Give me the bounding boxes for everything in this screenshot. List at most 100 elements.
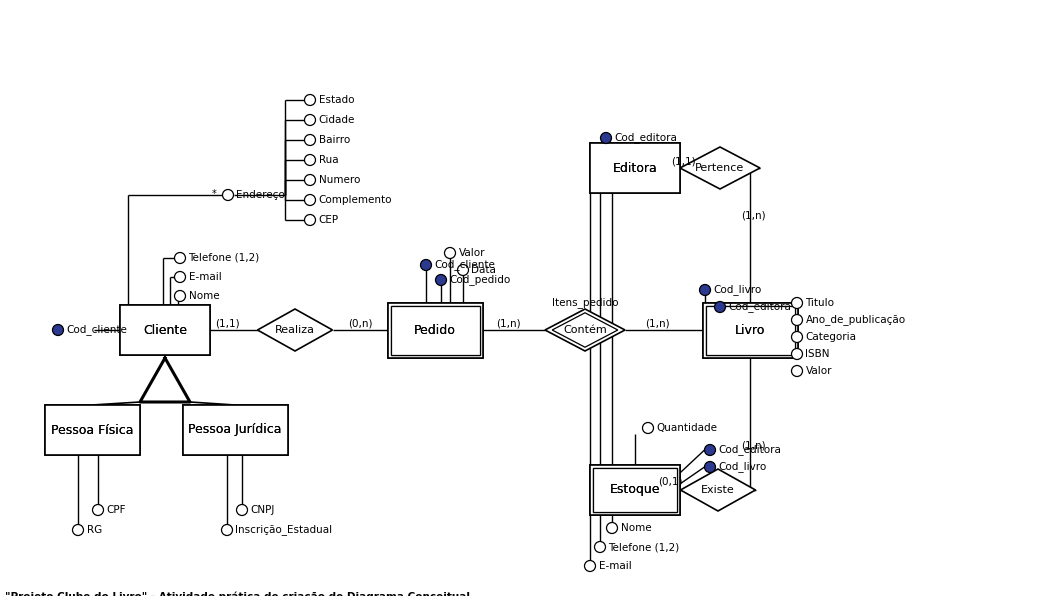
Text: Data: Data (471, 265, 497, 275)
Circle shape (792, 365, 802, 377)
Polygon shape (681, 469, 756, 511)
Text: Nome: Nome (188, 291, 219, 301)
Bar (183, 405, 288, 455)
Text: Pessoa Física: Pessoa Física (51, 424, 133, 436)
Text: Realiza: Realiza (275, 325, 315, 335)
Bar (388, 303, 482, 358)
Text: Telefone (1,2): Telefone (1,2) (609, 542, 680, 552)
Circle shape (594, 542, 606, 552)
Text: Ano_de_publicação: Ano_de_publicação (805, 315, 906, 325)
Bar (44, 405, 140, 455)
Text: (1,n): (1,n) (741, 210, 765, 220)
Circle shape (237, 504, 247, 516)
Text: Cod_editora: Cod_editora (614, 132, 678, 144)
Text: Quantidade: Quantidade (656, 423, 718, 433)
Circle shape (304, 154, 315, 166)
Text: Existe: Existe (701, 485, 735, 495)
Bar (183, 405, 288, 455)
Text: RG: RG (87, 525, 101, 535)
Circle shape (304, 175, 315, 185)
Text: Estado: Estado (318, 95, 354, 105)
Text: Cod_livro: Cod_livro (713, 284, 762, 296)
Text: CEP: CEP (318, 215, 338, 225)
Text: Livro: Livro (735, 324, 765, 337)
Circle shape (174, 290, 185, 302)
Text: E-mail: E-mail (598, 561, 631, 571)
Text: Nome: Nome (620, 523, 651, 533)
Text: Valor: Valor (805, 366, 832, 376)
Text: (1,n): (1,n) (741, 440, 765, 450)
Circle shape (607, 523, 617, 533)
Bar (590, 465, 680, 515)
Text: Editora: Editora (613, 162, 657, 175)
Text: Cliente: Cliente (143, 324, 187, 337)
Text: CPF: CPF (107, 505, 126, 515)
Bar (705, 306, 795, 355)
Circle shape (445, 247, 456, 259)
Text: Cod_pedido: Cod_pedido (449, 275, 511, 285)
Text: Cod_editora: Cod_editora (728, 302, 792, 312)
Text: "Projeto Clube do Livro" - Atividade prática de criação de Diagrama Conceitual: "Projeto Clube do Livro" - Atividade prá… (5, 591, 470, 596)
Text: Itens_pedido: Itens_pedido (552, 297, 618, 308)
Text: Estoque: Estoque (610, 483, 661, 496)
Circle shape (600, 132, 612, 144)
Bar (390, 306, 480, 355)
Text: Editora: Editora (613, 162, 657, 175)
Circle shape (792, 315, 802, 325)
Text: Categoria: Categoria (805, 332, 856, 342)
Text: Pedido: Pedido (414, 324, 456, 337)
Text: Contém: Contém (563, 325, 607, 335)
Circle shape (458, 265, 468, 275)
Text: Bairro: Bairro (318, 135, 350, 145)
Circle shape (435, 275, 446, 285)
Circle shape (174, 272, 185, 283)
Text: Endereço: Endereço (236, 190, 284, 200)
Bar (590, 143, 680, 193)
Polygon shape (552, 313, 617, 347)
Text: Cliente: Cliente (143, 324, 187, 337)
Text: (0,1): (0,1) (657, 477, 682, 487)
Bar (590, 465, 680, 515)
Text: Numero: Numero (318, 175, 359, 185)
Text: Pedido: Pedido (414, 324, 456, 337)
Text: Cidade: Cidade (318, 115, 355, 125)
Text: Pessoa Jurídica: Pessoa Jurídica (188, 424, 282, 436)
Circle shape (304, 135, 315, 145)
Circle shape (643, 423, 653, 433)
Text: (1,n): (1,n) (645, 318, 669, 328)
Bar (388, 303, 482, 358)
Circle shape (304, 194, 315, 206)
Text: Livro: Livro (735, 324, 765, 337)
Text: Cod_editora: Cod_editora (719, 445, 781, 455)
Text: *: * (211, 189, 216, 199)
Circle shape (174, 253, 185, 263)
Text: Valor: Valor (459, 248, 485, 258)
Circle shape (304, 215, 315, 225)
Circle shape (304, 114, 315, 126)
Text: Cod_cliente: Cod_cliente (434, 259, 496, 271)
Text: Pertence: Pertence (696, 163, 744, 173)
Circle shape (304, 95, 315, 105)
Circle shape (792, 349, 802, 359)
Text: (0,n): (0,n) (348, 318, 372, 328)
Text: Pessoa Jurídica: Pessoa Jurídica (188, 424, 282, 436)
Polygon shape (545, 309, 625, 351)
Text: CNPJ: CNPJ (251, 505, 275, 515)
Text: Estoque: Estoque (610, 483, 661, 496)
Circle shape (421, 259, 431, 271)
Text: Cod_cliente: Cod_cliente (67, 325, 128, 336)
Polygon shape (258, 309, 333, 351)
Bar (120, 305, 210, 355)
Circle shape (222, 524, 233, 535)
Bar (705, 306, 795, 355)
Text: Complemento: Complemento (318, 195, 392, 205)
Bar (593, 468, 676, 512)
Circle shape (700, 284, 710, 296)
Text: E-mail: E-mail (188, 272, 221, 282)
Circle shape (705, 445, 716, 455)
Bar (590, 143, 680, 193)
Circle shape (792, 331, 802, 343)
Text: ISBN: ISBN (805, 349, 830, 359)
Circle shape (223, 190, 234, 200)
Bar (44, 405, 140, 455)
